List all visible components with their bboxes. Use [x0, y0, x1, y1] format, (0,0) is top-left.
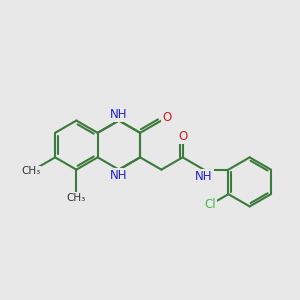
Text: CH₃: CH₃	[21, 167, 40, 176]
Text: NH: NH	[195, 170, 213, 183]
Text: O: O	[178, 130, 187, 143]
Text: Cl: Cl	[205, 198, 216, 211]
Text: NH: NH	[110, 108, 128, 121]
Text: O: O	[162, 111, 171, 124]
Text: NH: NH	[110, 169, 128, 182]
Text: CH₃: CH₃	[67, 193, 86, 203]
